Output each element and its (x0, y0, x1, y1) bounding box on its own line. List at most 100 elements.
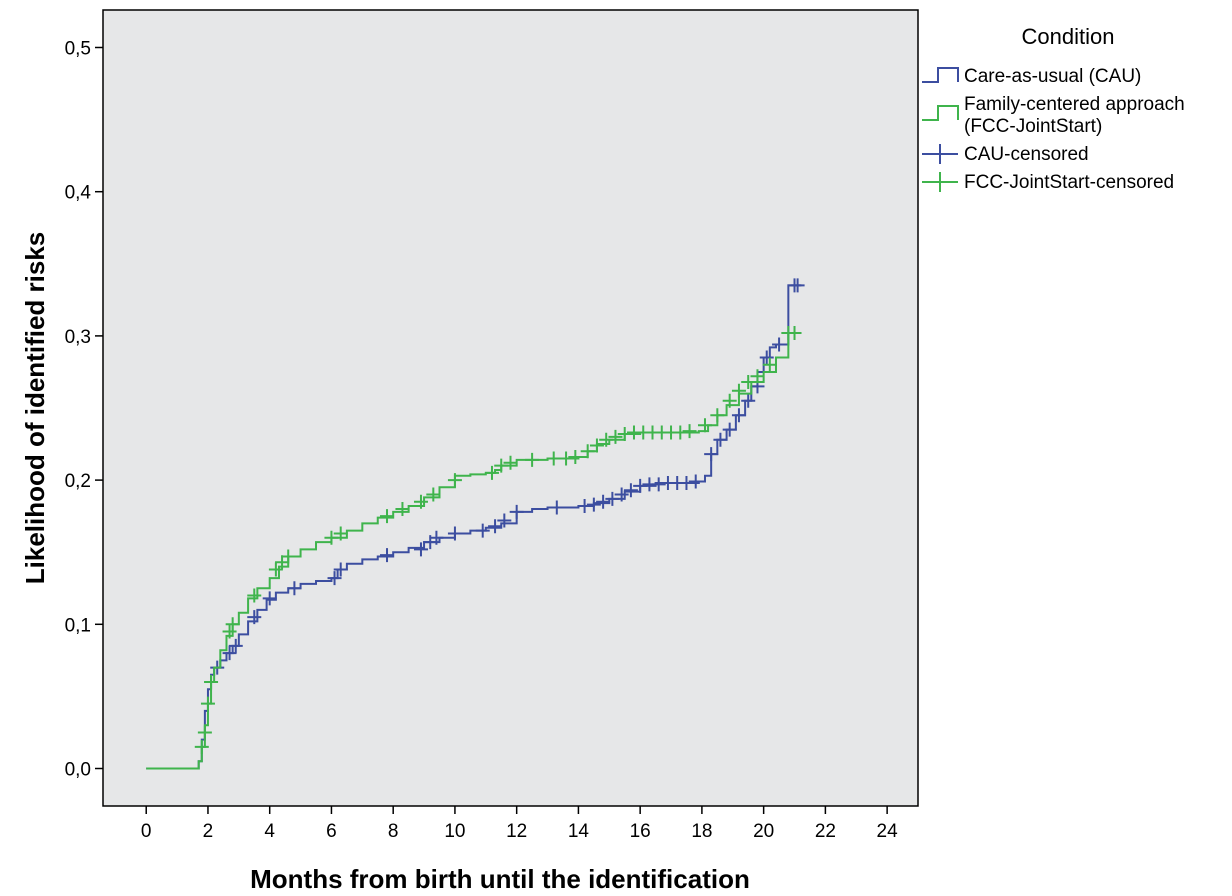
legend-swatch-plus (922, 144, 958, 164)
censored-mark-0 (614, 487, 629, 502)
y-tick-label: 0,4 (65, 183, 92, 204)
censored-mark-1 (275, 555, 290, 570)
legend-label: FCC-JointStart-censored (964, 172, 1174, 193)
censored-mark-0 (222, 646, 237, 661)
censored-mark-0 (475, 523, 490, 538)
x-tick-label: 22 (815, 821, 836, 842)
x-axis: 0 2 4 6 8 10 12 14 16 18 20 22 24 (141, 806, 898, 842)
censored-mark-1 (503, 455, 518, 470)
censored-mark-1 (426, 487, 441, 502)
x-tick-label: 8 (388, 821, 399, 842)
censored-mark-0 (380, 548, 395, 563)
censored-mark-1 (447, 473, 462, 488)
censored-mark-1 (697, 418, 712, 433)
censored-mark-1 (194, 739, 209, 754)
censored-mark-1 (673, 425, 688, 440)
censored-mark-1 (222, 624, 237, 639)
censored-mark-0 (679, 475, 694, 490)
x-tick-label: 18 (691, 821, 712, 842)
censored-mark-0 (596, 494, 611, 509)
censored-mark-0 (722, 422, 737, 437)
y-tick-label: 0,3 (65, 327, 91, 348)
series-layer (146, 278, 805, 770)
x-tick-label: 16 (630, 821, 651, 842)
censored-mark-1 (333, 526, 348, 541)
censored-mark-0 (509, 504, 524, 519)
x-tick-label: 12 (506, 821, 527, 842)
censored-mark-0 (447, 526, 462, 541)
censored-mark-0 (586, 497, 601, 512)
censored-mark-1 (599, 432, 614, 447)
censored-mark-1 (787, 326, 802, 341)
legend-label: Family-centered approach (964, 94, 1185, 115)
legend-label: (FCC-JointStart) (964, 116, 1102, 137)
censored-mark-1 (589, 438, 604, 453)
censored-mark-0 (688, 474, 703, 489)
censored-mark-1 (200, 696, 215, 711)
censored-mark-1 (525, 452, 540, 467)
censored-mark-0 (651, 477, 666, 492)
censored-mark-1 (710, 408, 725, 423)
plot-area (102, 9, 919, 807)
legend-label: CAU-censored (964, 144, 1089, 165)
censored-mark-0 (549, 500, 564, 515)
censored-mark-0 (772, 337, 787, 352)
censored-mark-1 (247, 588, 262, 603)
censored-mark-1 (750, 369, 765, 384)
legend-swatch-step (922, 105, 959, 121)
censored-mark-1 (395, 501, 410, 516)
censored-mark-1 (568, 450, 583, 465)
x-tick-label: 6 (326, 821, 337, 842)
censored-mark-0 (731, 408, 746, 423)
legend: Condition Care-as-usual (CAU) Family-cent… (922, 24, 1185, 193)
x-tick-label: 14 (568, 821, 590, 842)
censored-mark-0 (333, 562, 348, 577)
y-tick-label: 0,0 (65, 760, 91, 781)
censored-mark-0 (488, 519, 503, 534)
censored-mark-1 (494, 458, 509, 473)
censored-mark-0 (247, 610, 262, 625)
censored-mark-1 (546, 451, 561, 466)
censored-mark-0 (759, 350, 774, 365)
censored-mark-1 (608, 429, 623, 444)
legend-label: Care-as-usual (CAU) (964, 66, 1141, 87)
y-tick-label: 0,1 (65, 615, 91, 636)
x-tick-label: 24 (877, 821, 899, 842)
y-axis-title: Likelihood of identified risks (20, 232, 50, 585)
censored-mark-1 (413, 494, 428, 509)
x-axis-title: Months from birth until the identificati… (250, 864, 750, 894)
legend-swatch-plus (922, 172, 958, 192)
censored-mark-0 (605, 491, 620, 506)
censored-mark-0 (623, 483, 638, 498)
censored-mark-1 (380, 509, 395, 524)
censored-mark-0 (704, 447, 719, 462)
legend-title: Condition (1022, 24, 1115, 49)
censored-mark-1 (682, 424, 697, 439)
x-tick-label: 4 (264, 821, 275, 842)
censored-mark-0 (497, 513, 512, 528)
y-tick-label: 0,5 (65, 38, 91, 59)
censored-mark-0 (429, 530, 444, 545)
censored-mark-0 (741, 393, 756, 408)
y-tick-label: 0,2 (65, 471, 91, 492)
censored-mark-1 (324, 530, 339, 545)
censored-mark-1 (225, 617, 240, 632)
censored-mark-0 (577, 499, 592, 514)
x-tick-label: 10 (444, 821, 465, 842)
censored-mark-1 (204, 674, 219, 689)
censored-mark-0 (633, 478, 648, 493)
censored-mark-0 (327, 571, 342, 586)
censored-mark-0 (713, 432, 728, 447)
series-line-1 (146, 332, 801, 770)
censored-mark-1 (762, 357, 777, 372)
x-tick-label: 20 (753, 821, 774, 842)
censored-mark-1 (580, 444, 595, 459)
censored-mark-1 (731, 383, 746, 398)
censored-mark-1 (559, 451, 574, 466)
censored-mark-0 (287, 581, 302, 596)
censored-mark-1 (722, 393, 737, 408)
legend-swatch-step (922, 67, 959, 83)
censored-mark-1 (268, 562, 283, 577)
censored-mark-0 (413, 542, 428, 557)
